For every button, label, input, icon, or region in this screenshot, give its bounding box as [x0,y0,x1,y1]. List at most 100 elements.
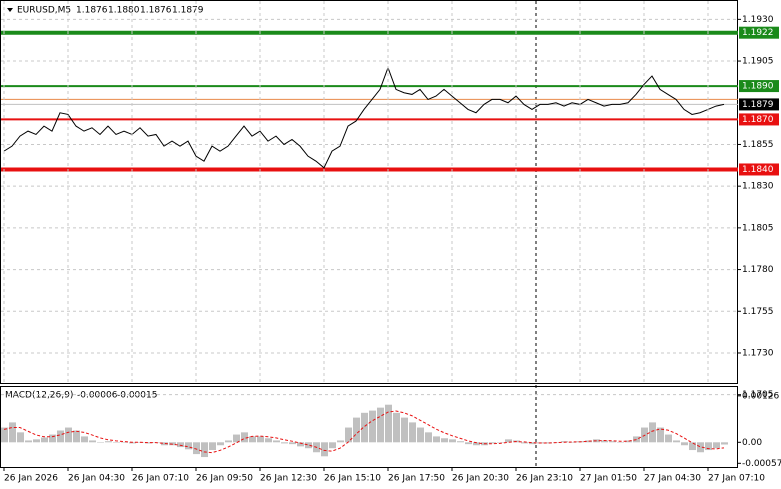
y-tick-label: 1.1730 [742,348,774,358]
macd-bar [49,434,56,443]
macd-bar [65,427,72,443]
macd-bar [385,404,392,443]
macd-bar [569,442,576,443]
macd-bar [689,442,696,451]
macd-bar [673,440,680,443]
ohlc-value: 1.1880 [108,6,140,16]
level-label-bg [739,26,779,39]
macd-bar [377,407,384,443]
level-label: 1.1840 [742,165,774,175]
macd-bar [473,442,480,446]
ohlc: 1.1876 1.1880 1.1876 1.1879 [76,6,204,16]
macd-bar [409,422,416,443]
last-price-label: 1.1879 [742,100,774,110]
symbol-title: EURUSD,M5 [17,6,71,16]
macd-bar [545,442,552,444]
main-frame [0,0,738,384]
y-tick-label: 0.00126 [742,391,779,401]
macd-title: MACD(12,26,9) [5,391,73,401]
x-tick-label: 26 Jan 04:30 [68,474,125,484]
macd-bar [353,417,360,443]
y-tick-label: 1.1705 [742,390,774,400]
macd-bar [89,440,96,443]
macd-bar [217,442,224,446]
macd-bar [657,427,664,443]
y-tick-label: 1.1755 [742,307,774,317]
menu-arrow [7,8,13,12]
macd-bar [345,427,352,443]
macd-bar [185,442,192,450]
macd-bar [9,422,16,443]
x-tick-label: 27 Jan 01:50 [580,474,637,484]
macd-bar [121,442,128,443]
ohlc-value: 1.1876 [140,6,172,16]
x-tick-label: 26 Jan 23:10 [516,474,573,484]
macd-bar [33,439,40,443]
macd-bar [193,442,200,455]
macd-bar [433,436,440,443]
macd-bar [401,417,408,443]
macd-bar [73,430,80,443]
macd-bar [697,442,704,453]
macd-bar [521,442,528,444]
y-tick-label: 1.1905 [742,57,774,67]
price-line [3,66,725,169]
macd-bar [129,442,136,444]
macd-bar [161,442,168,446]
macd-bar [265,438,272,443]
macd-bar [441,438,448,443]
macd-bar [329,442,336,449]
macd-bar [721,442,728,445]
macd-bar [1,427,8,443]
macd-bar [41,437,48,443]
macd-bar [561,441,568,443]
last-price-bg [739,98,779,111]
level-label: 1.1890 [742,82,774,92]
macd-value: -0.00006 [77,391,118,401]
signal-value: -0.00015 [117,391,157,401]
level-label-bg [739,80,779,93]
macd-bar [417,427,424,443]
macd-bar [209,442,216,451]
y-tick-label: 1.1855 [742,140,774,150]
macd-bar [321,442,328,457]
macd-bar [281,442,288,444]
macd-bar [361,412,368,443]
macd-bar [489,442,496,444]
level-label-bg [739,113,779,126]
macd-bar [713,442,720,449]
x-tick-label: 26 Jan 20:30 [452,474,509,484]
macd-bar [241,432,248,443]
macd-bar [449,439,456,443]
macd-bar [705,442,712,451]
macd-bar [497,442,504,443]
macd-bar [289,442,296,445]
macd-bar [97,442,104,443]
macd-bar [337,440,344,443]
macd-bar [393,412,400,443]
macd-bar [609,441,616,443]
macd-bar [425,432,432,443]
macd-bar [201,442,208,458]
y-tick-label: 1.1805 [742,223,774,233]
x-tick-label: 26 Jan 15:10 [324,474,381,484]
x-tick-label: 26 Jan 17:50 [388,474,445,484]
macd-bar [601,440,608,443]
y-tick-label: 1.1780 [742,265,774,275]
macd-bar [113,442,120,443]
y-tick-label: 1.1930 [742,15,774,25]
macd-bar [585,440,592,443]
macd-bar [529,442,536,445]
macd-frame [0,386,738,468]
macd-bar [249,436,256,443]
macd-bar [681,442,688,446]
x-tick-label: 27 Jan 07:10 [708,474,765,484]
macd-bar [257,436,264,443]
level-label: 1.1870 [742,115,774,125]
x-tick-label: 27 Jan 04:30 [644,474,701,484]
macd-bar [369,410,376,443]
level-label-bg [739,163,779,176]
macd-bar [649,422,656,443]
macd-bar [457,441,464,443]
